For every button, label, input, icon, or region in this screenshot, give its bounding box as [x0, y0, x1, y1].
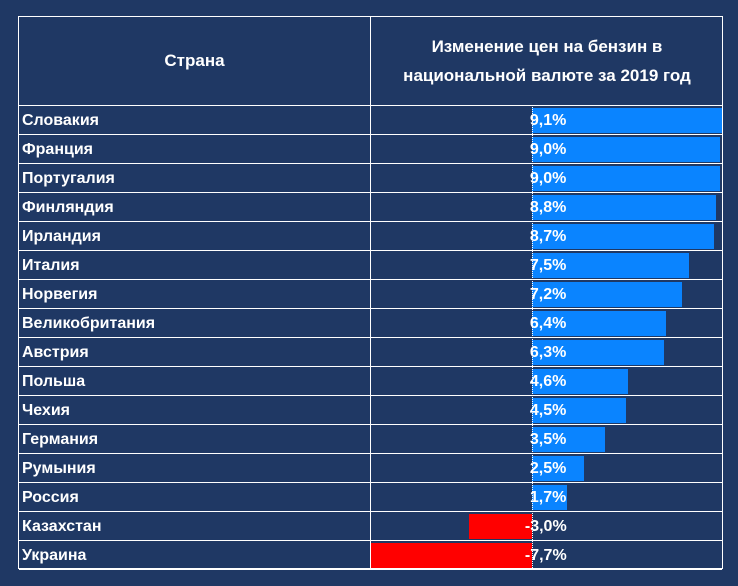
value-label: 3,5% — [529, 431, 567, 448]
country-label: Ирландия — [22, 228, 101, 245]
row-divider — [19, 134, 722, 135]
value-bar — [531, 224, 714, 249]
value-label: 2,5% — [529, 460, 567, 477]
value-label: 4,5% — [529, 402, 567, 419]
value-label: 4,6% — [529, 373, 567, 390]
header-country: Страна — [164, 51, 225, 70]
country-label: Германия — [22, 431, 99, 448]
row-divider — [19, 250, 722, 251]
country-label: Италия — [22, 257, 80, 274]
value-bar — [531, 340, 664, 365]
value-bar — [531, 282, 683, 307]
country-label: Украина — [22, 547, 87, 564]
value-label: 8,8% — [529, 199, 567, 216]
row-divider — [19, 337, 722, 338]
header-value: Изменение цен на бензин в национальной в… — [403, 37, 691, 85]
row-divider — [19, 511, 722, 512]
country-label: Франция — [22, 141, 93, 158]
value-label: 1,7% — [529, 489, 567, 506]
row-divider — [19, 569, 722, 570]
country-label: Россия — [22, 489, 79, 506]
value-label: 8,7% — [529, 228, 567, 245]
country-label: Румыния — [22, 460, 96, 477]
value-bar — [531, 195, 716, 220]
value-label: 7,2% — [529, 286, 567, 303]
row-divider — [19, 163, 722, 164]
value-bar — [371, 543, 532, 568]
value-label: 6,4% — [529, 315, 567, 332]
row-divider — [19, 540, 722, 541]
column-divider — [370, 17, 371, 568]
country-label: Финляндия — [22, 199, 114, 216]
value-bar — [531, 427, 605, 452]
value-label: -7,7% — [524, 547, 567, 564]
value-label: 9,0% — [529, 170, 567, 187]
value-label: 7,5% — [529, 257, 567, 274]
value-label: 6,3% — [529, 344, 567, 361]
row-divider — [19, 279, 722, 280]
row-divider — [19, 366, 722, 367]
row-divider — [19, 221, 722, 222]
value-bar — [531, 137, 720, 162]
country-label: Казахстан — [22, 518, 102, 535]
row-divider — [19, 308, 722, 309]
value-bar — [531, 369, 628, 394]
value-label: -3,0% — [524, 518, 567, 535]
row-divider — [19, 482, 722, 483]
row-divider — [19, 453, 722, 454]
value-bar — [531, 166, 720, 191]
row-divider — [19, 192, 722, 193]
row-divider — [19, 395, 722, 396]
value-bar — [531, 398, 626, 423]
country-label: Словакия — [22, 112, 99, 129]
country-label: Норвегия — [22, 286, 98, 303]
chart-table: Страна Изменение цен на бензин в национа… — [18, 16, 723, 570]
country-label: Польша — [22, 373, 86, 390]
country-label: Португалия — [22, 170, 115, 187]
row-divider — [19, 424, 722, 425]
value-label: 9,0% — [529, 141, 567, 158]
country-label: Австрия — [22, 344, 89, 361]
value-bar — [531, 485, 568, 510]
value-bar — [531, 108, 722, 133]
value-bar — [531, 253, 689, 278]
value-label: 9,1% — [529, 112, 567, 129]
country-label: Чехия — [22, 402, 70, 419]
zero-axis-line — [531, 105, 533, 568]
value-bar — [469, 514, 532, 539]
value-bar — [531, 456, 585, 481]
row-divider — [19, 105, 722, 106]
value-bar — [531, 311, 666, 336]
country-label: Великобритания — [22, 315, 156, 332]
